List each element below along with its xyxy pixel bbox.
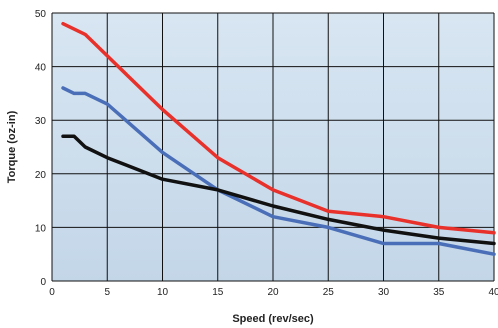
y-tick-label: 20 bbox=[35, 170, 47, 181]
x-tick-label: 0 bbox=[49, 287, 55, 298]
grid bbox=[51, 12, 495, 282]
x-tick-label: 10 bbox=[157, 287, 169, 298]
y-axis-label: Torque (oz-in) bbox=[6, 110, 18, 183]
x-tick-label: 30 bbox=[378, 287, 390, 298]
series-line-1 bbox=[61, 21, 496, 235]
y-tick-label: 40 bbox=[35, 63, 47, 74]
series-line-3 bbox=[61, 134, 496, 246]
x-tick-label: 15 bbox=[212, 287, 224, 298]
x-tick-label: 20 bbox=[267, 287, 279, 298]
y-tick-labels: 0 10 20 30 40 50 bbox=[35, 9, 47, 288]
x-tick-labels: 0 5 10 15 20 25 30 35 40 bbox=[49, 287, 498, 298]
x-tick-label: 35 bbox=[433, 287, 445, 298]
y-tick-label: 10 bbox=[35, 223, 47, 234]
y-tick-label: 50 bbox=[35, 9, 47, 20]
x-tick-label: 40 bbox=[488, 287, 498, 298]
x-tick-label: 25 bbox=[323, 287, 335, 298]
x-tick-label: 5 bbox=[104, 287, 110, 298]
y-tick-label: 0 bbox=[40, 277, 46, 288]
series-lines bbox=[61, 21, 496, 256]
y-tick-label: 30 bbox=[35, 116, 47, 127]
x-axis-label: Speed (rev/sec) bbox=[232, 313, 314, 325]
